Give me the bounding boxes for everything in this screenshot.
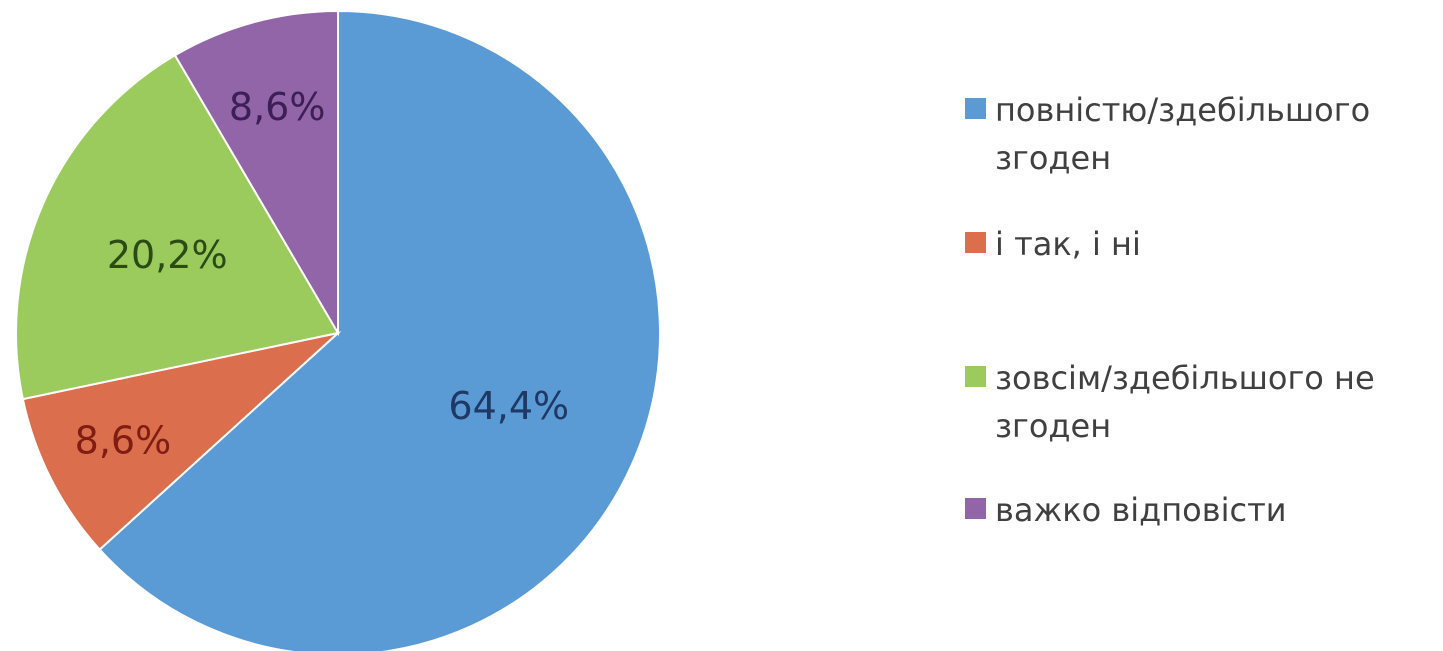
legend-item: повністю/здебільшого згоден xyxy=(965,86,1435,182)
legend-swatch xyxy=(965,232,986,253)
data-label: 64,4% xyxy=(448,384,569,428)
pie-slice xyxy=(21,331,342,551)
legend-swatch xyxy=(965,498,986,519)
pie-slice xyxy=(98,9,661,651)
legend-label: зовсім/здебільшого не згоден xyxy=(995,359,1375,445)
legend-item: і так, і ні xyxy=(965,220,1435,268)
legend-item: зовсім/здебільшого не згоден xyxy=(965,354,1435,450)
pie-plot-area: 64,4% 8,6% 20,2% 8,6% xyxy=(15,9,661,651)
legend-label: важко відповісти xyxy=(995,491,1287,529)
pie-slice xyxy=(15,53,340,401)
pie-slice xyxy=(173,9,339,337)
data-label: 8,6% xyxy=(75,418,172,462)
legend-label: і так, і ні xyxy=(995,225,1141,263)
data-label: 8,6% xyxy=(229,85,326,129)
legend-item: важко відповісти xyxy=(965,486,1435,534)
data-label: 20,2% xyxy=(107,233,228,277)
legend-swatch xyxy=(965,98,986,119)
legend-label: повністю/здебільшого згоден xyxy=(995,91,1371,177)
legend-swatch xyxy=(965,366,986,387)
